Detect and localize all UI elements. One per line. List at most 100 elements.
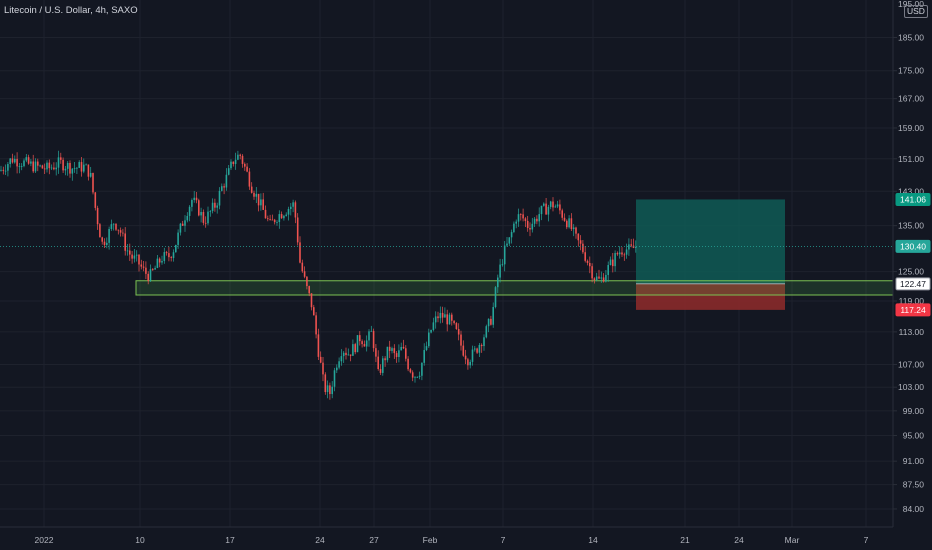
candle-body [400, 346, 402, 351]
candle-body [16, 158, 18, 167]
candle-body [545, 203, 547, 215]
candle-body [69, 162, 71, 174]
candle-body [161, 260, 163, 263]
candle-body [517, 214, 520, 222]
price-tick-label: 119.00 [899, 296, 925, 306]
candle-body [244, 163, 246, 167]
candle-body [18, 166, 21, 168]
candle-body [361, 341, 363, 345]
candle-body [198, 200, 200, 216]
candle-body [531, 223, 534, 230]
candle-body [593, 278, 596, 281]
candle-body [37, 161, 39, 166]
candle-body [526, 220, 529, 228]
candle-body [414, 376, 416, 378]
candle-body [27, 157, 30, 164]
candle-body [216, 205, 218, 208]
candle-body [145, 267, 147, 274]
candle-body [218, 190, 221, 206]
candle-body [283, 215, 285, 219]
candle-body [11, 158, 14, 163]
candles [0, 150, 637, 400]
candle-body [582, 243, 584, 253]
candle-body [453, 320, 455, 324]
candle-body [20, 166, 23, 167]
candle-body [586, 260, 589, 263]
candle-body [287, 209, 290, 215]
candle-body [317, 334, 320, 357]
candle-body [48, 162, 51, 169]
time-tick-label: 7 [501, 535, 506, 545]
candle-body [103, 241, 106, 245]
time-axis[interactable]: 2022 10 17 24 27 Feb 7 14 21 24 Mar 7 [0, 526, 932, 550]
chart-title: Litecoin / U.S. Dollar, 4h, SAXO [4, 5, 138, 16]
candle-body [250, 186, 253, 193]
candle-body [506, 243, 508, 246]
candle-body [347, 354, 350, 356]
candle-body [598, 276, 600, 279]
candle-body [34, 161, 37, 172]
candle-body [248, 171, 251, 187]
candle-body [227, 168, 230, 175]
candle-body [329, 385, 331, 395]
candle-body [478, 344, 481, 353]
candle-body [202, 211, 205, 223]
candle-body [407, 358, 409, 370]
candle-body [359, 335, 361, 342]
candle-body [32, 161, 34, 172]
candle-body [200, 211, 202, 216]
price-tick-label: 125.00 [898, 267, 924, 277]
candle-body [379, 369, 382, 373]
support-zone[interactable] [135, 280, 894, 296]
price-axis[interactable]: 185.00 175.00 167.00 159.00 151.00 143.00 135.… [892, 0, 932, 527]
candle-body [524, 218, 527, 221]
candle-body [536, 218, 538, 222]
candle-body [257, 193, 260, 206]
candle-body [66, 162, 69, 169]
candle-body [115, 223, 117, 230]
price-tick-label: 185.00 [898, 33, 924, 43]
candle-body [163, 252, 166, 261]
candle-body [126, 250, 129, 252]
candle-body [563, 217, 566, 221]
time-tick-label: 24 [734, 535, 744, 545]
candle-body [609, 259, 612, 266]
candle-body [262, 199, 264, 210]
candle-body [133, 255, 136, 259]
candle-body [437, 316, 439, 319]
candle-body [577, 233, 580, 241]
candle-body [579, 240, 582, 244]
candle-body [165, 252, 168, 254]
candle-body [393, 348, 396, 354]
candle-body [499, 264, 501, 278]
price-tick-label: 135.00 [898, 221, 924, 231]
candle-body [522, 214, 524, 219]
loss-zone[interactable] [636, 283, 785, 310]
position-zones [135, 199, 894, 310]
stop-price-tag-label: 117.24 [900, 305, 926, 315]
candle-body [513, 223, 515, 233]
candle-body [552, 201, 554, 208]
candle-body [271, 219, 274, 221]
candle-body [462, 345, 465, 356]
candle-body [195, 197, 198, 201]
candle-body [460, 334, 462, 346]
candle-body [83, 164, 85, 172]
candle-body [625, 249, 628, 255]
candle-body [405, 348, 407, 359]
candle-body [497, 277, 499, 288]
candle-body [540, 205, 543, 215]
currency-badge[interactable]: USD [904, 5, 928, 18]
candle-body [85, 164, 87, 166]
candle-body [152, 269, 154, 270]
candle-body [411, 372, 414, 378]
profit-zone[interactable] [636, 199, 785, 284]
candle-body [605, 274, 607, 282]
price-tick-label: 91.00 [903, 456, 925, 466]
grid [0, 0, 893, 527]
candle-body [628, 244, 630, 250]
current-price-tag [895, 239, 931, 253]
candle-body [354, 344, 356, 353]
candle-body [607, 265, 609, 275]
